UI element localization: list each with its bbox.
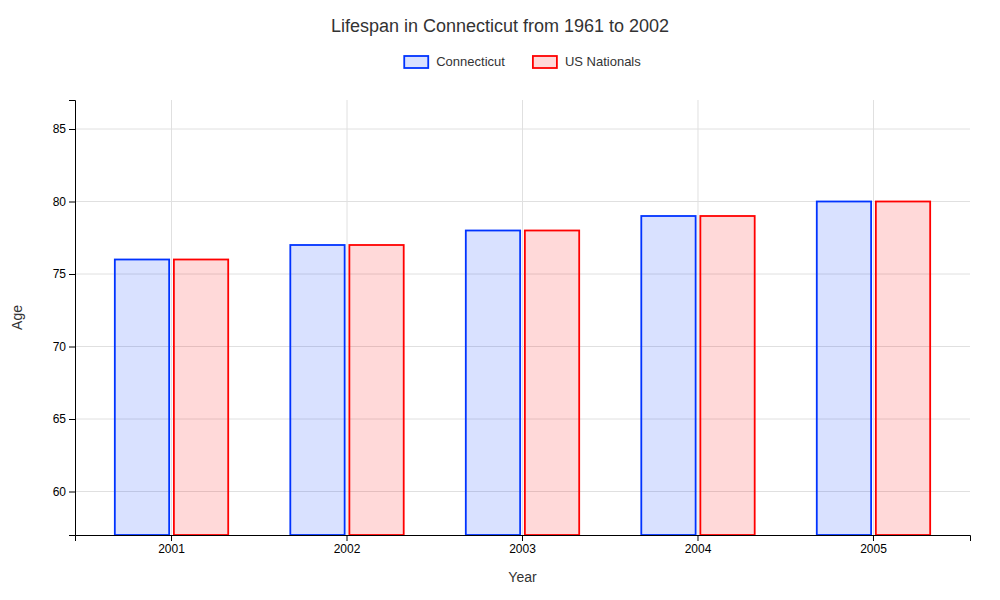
bar [876, 202, 930, 536]
bar [115, 260, 169, 536]
y-axis: 60 65 70 75 80 85 [53, 101, 76, 536]
tick-label: 65 [53, 412, 67, 426]
bar [641, 216, 695, 535]
legend-label: Connecticut [436, 54, 505, 69]
grid-line [873, 100, 874, 535]
tick-mark [522, 535, 523, 541]
bar [290, 245, 344, 535]
bar [700, 216, 754, 535]
legend-label: US Nationals [565, 54, 641, 69]
legend-swatch [404, 56, 428, 68]
bar [466, 231, 520, 536]
plot: 60 65 70 75 80 85 2001 2002 2003 2004 2005 [53, 100, 971, 556]
tick-mark [69, 492, 75, 493]
axis-line [69, 101, 76, 536]
tick-mark [69, 202, 75, 203]
tick: 2005 [860, 535, 887, 556]
tick-mark [347, 535, 348, 541]
tick-label: 60 [53, 485, 67, 499]
bar [349, 245, 403, 535]
x-axis: 2001 2002 2003 2004 2005 [76, 535, 971, 556]
tick-label: 85 [53, 122, 67, 136]
x-axis-title: Year [508, 569, 537, 585]
tick: 2004 [685, 535, 712, 556]
legend-swatch [533, 56, 557, 68]
grid-line [171, 100, 172, 535]
tick: 85 [53, 122, 75, 136]
tick-label: 80 [53, 195, 67, 209]
tick-label: 2001 [158, 542, 185, 556]
bar [817, 202, 871, 536]
tick-label: 2003 [509, 542, 536, 556]
bar [525, 231, 579, 536]
tick-mark [69, 274, 75, 275]
bar-series [174, 202, 930, 536]
tick-label: 2004 [685, 542, 712, 556]
legend-item: Connecticut [404, 54, 505, 69]
bar [174, 260, 228, 536]
tick-mark [69, 129, 75, 130]
tick-label: 70 [53, 340, 67, 354]
grid [75, 100, 970, 535]
tick: 75 [53, 267, 75, 281]
title: Lifespan in Connecticut from 1961 to 200… [331, 16, 669, 36]
grid-line [522, 100, 523, 535]
tick-label: 2002 [334, 542, 361, 556]
tick: 2001 [158, 535, 185, 556]
tick: 70 [53, 340, 75, 354]
tick: 2003 [509, 535, 536, 556]
grid-line [347, 100, 348, 535]
bar-series [115, 202, 871, 536]
tick-label: 2005 [860, 542, 887, 556]
tick-mark [171, 535, 172, 541]
tick-mark [69, 347, 75, 348]
grid-line [697, 100, 698, 535]
tick: 65 [53, 412, 75, 426]
tick-mark [69, 419, 75, 420]
bars [115, 202, 930, 536]
legend-item: US Nationals [533, 54, 641, 69]
tick-mark [873, 535, 874, 541]
axis-line [76, 536, 971, 542]
tick: 2002 [334, 535, 361, 556]
tick: 60 [53, 485, 75, 499]
tick-label: 75 [53, 267, 67, 281]
tick: 80 [53, 195, 75, 209]
y-axis-title: Age [9, 305, 25, 330]
legend: Connecticut US Nationals [404, 54, 641, 69]
chart: 60 65 70 75 80 85 2001 2002 2003 2004 2005 Year Age L… [0, 0, 1000, 600]
tick-mark [697, 535, 698, 541]
